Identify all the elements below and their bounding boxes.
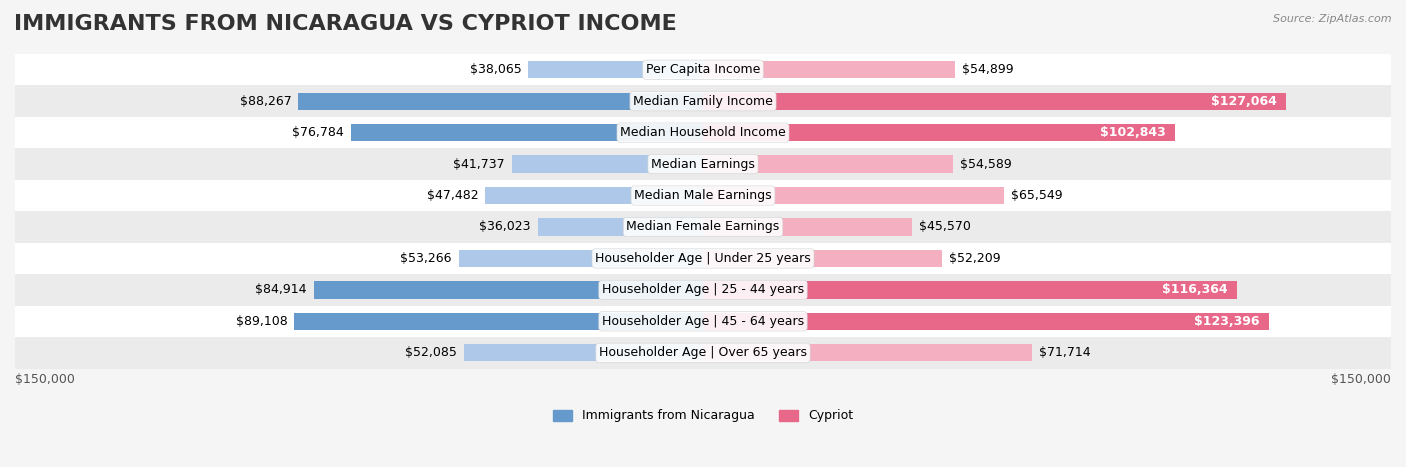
Text: $38,065: $38,065 [470,63,522,76]
Text: $47,482: $47,482 [426,189,478,202]
Text: $54,589: $54,589 [960,157,1012,170]
Text: $76,784: $76,784 [292,126,344,139]
Text: $102,843: $102,843 [1099,126,1166,139]
Text: Source: ZipAtlas.com: Source: ZipAtlas.com [1274,14,1392,24]
Bar [464,344,703,361]
Bar [15,180,1391,211]
Bar [512,156,703,173]
Bar [703,187,1004,204]
Text: $52,085: $52,085 [405,347,457,359]
Bar [15,117,1391,149]
Bar [703,92,1286,110]
Text: $45,570: $45,570 [920,220,970,234]
Bar [15,149,1391,180]
Text: $123,396: $123,396 [1194,315,1260,328]
Text: $41,737: $41,737 [453,157,505,170]
Bar [352,124,703,142]
Bar [703,156,953,173]
Bar [15,54,1391,85]
Text: $54,899: $54,899 [962,63,1014,76]
Bar [529,61,703,78]
Text: $52,209: $52,209 [949,252,1001,265]
Text: $65,549: $65,549 [1011,189,1062,202]
Bar [537,219,703,236]
Text: Householder Age | 45 - 64 years: Householder Age | 45 - 64 years [602,315,804,328]
Text: Householder Age | Under 25 years: Householder Age | Under 25 years [595,252,811,265]
Text: $127,064: $127,064 [1211,95,1277,108]
Bar [485,187,703,204]
Bar [294,313,703,330]
Text: Householder Age | Over 65 years: Householder Age | Over 65 years [599,347,807,359]
Legend: Immigrants from Nicaragua, Cypriot: Immigrants from Nicaragua, Cypriot [548,404,858,427]
Bar [703,124,1174,142]
Text: $150,000: $150,000 [1331,373,1391,386]
Text: $53,266: $53,266 [401,252,451,265]
Bar [703,344,1032,361]
Text: $116,364: $116,364 [1161,283,1227,297]
Text: $84,914: $84,914 [254,283,307,297]
Text: $36,023: $36,023 [479,220,531,234]
Bar [15,274,1391,305]
Text: IMMIGRANTS FROM NICARAGUA VS CYPRIOT INCOME: IMMIGRANTS FROM NICARAGUA VS CYPRIOT INC… [14,14,676,34]
Bar [703,61,955,78]
Bar [15,85,1391,117]
Bar [15,243,1391,274]
Text: Median Male Earnings: Median Male Earnings [634,189,772,202]
Text: Median Female Earnings: Median Female Earnings [627,220,779,234]
Bar [15,337,1391,368]
Bar [314,281,703,298]
Bar [298,92,703,110]
Bar [458,250,703,267]
Text: Per Capita Income: Per Capita Income [645,63,761,76]
Bar [703,219,912,236]
Bar [703,313,1270,330]
Text: $88,267: $88,267 [239,95,291,108]
Bar [703,250,942,267]
Text: Median Household Income: Median Household Income [620,126,786,139]
Text: Householder Age | 25 - 44 years: Householder Age | 25 - 44 years [602,283,804,297]
Bar [15,211,1391,243]
Text: $150,000: $150,000 [15,373,75,386]
Bar [15,305,1391,337]
Bar [703,281,1237,298]
Text: Median Family Income: Median Family Income [633,95,773,108]
Text: $71,714: $71,714 [1039,347,1091,359]
Text: $89,108: $89,108 [236,315,287,328]
Text: Median Earnings: Median Earnings [651,157,755,170]
